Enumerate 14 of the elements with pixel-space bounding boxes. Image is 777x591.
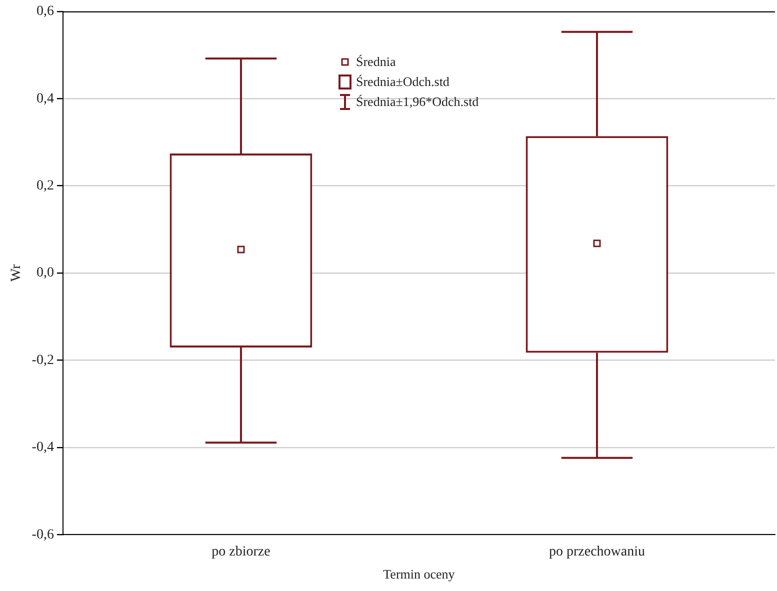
y-tick-label: -0,2 [32, 352, 54, 368]
y-tick-label: -0,6 [32, 527, 54, 542]
annotation: Średnia±Odch.std [356, 73, 450, 91]
annotation: Średnia [356, 53, 396, 71]
x-tick-label: po zbiorze [212, 544, 270, 560]
annotation: Średnia±1,96*Odch.std [356, 93, 479, 111]
y-tick-label: -0,4 [32, 440, 54, 456]
y-tick-label: 0,6 [36, 4, 54, 20]
y-tick-label: 0,0 [36, 266, 54, 281]
y-tick-label: 0,2 [36, 178, 54, 194]
x-axis-title: Termin oceny [383, 566, 456, 582]
x-tick-label: po przechowaniu [548, 544, 646, 560]
y-tick-label: 0,4 [36, 91, 54, 106]
y-axis-title: Wr [9, 264, 24, 282]
